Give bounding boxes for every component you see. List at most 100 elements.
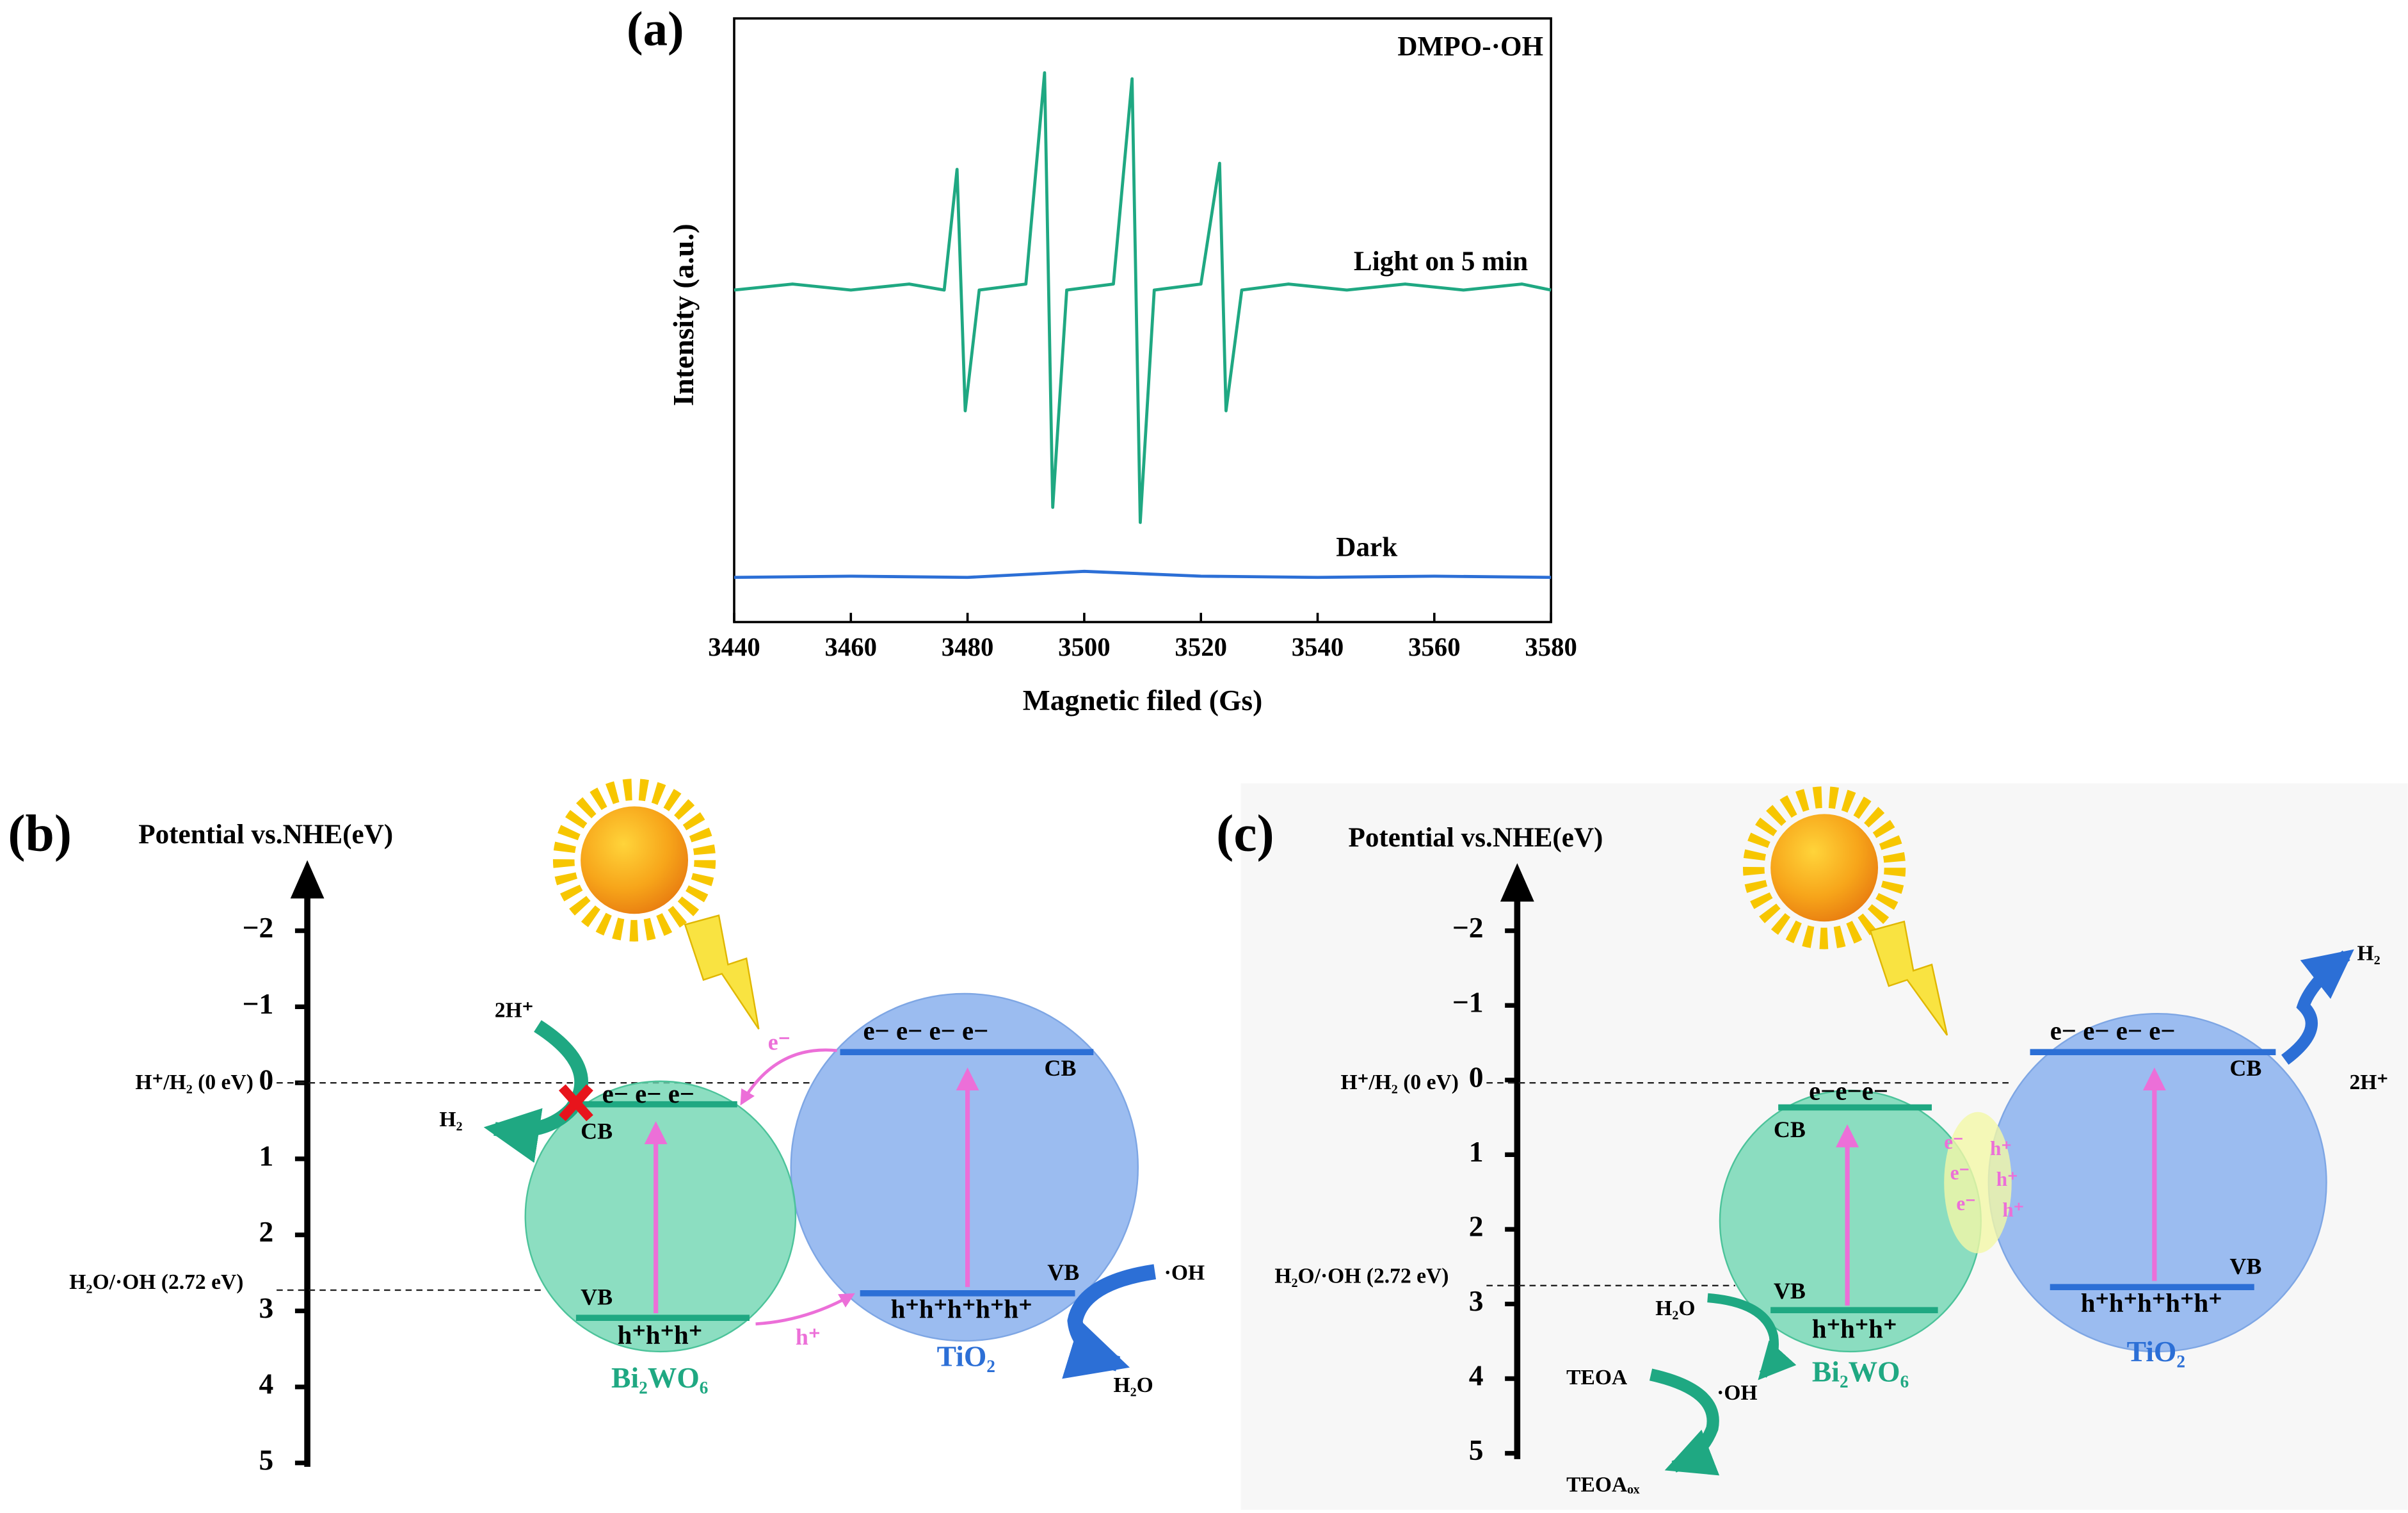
level-label: H⁺/H₂ (0 eV) (135, 1071, 253, 1094)
level-label: H⁺/H₂ (0 eV) (1340, 1071, 1458, 1094)
interface-charge: e⁻ (1944, 1131, 1963, 1153)
band-label: VB (581, 1284, 613, 1310)
panel-b: (b) Potential vs.NHE(eV) −2 −1 0 1 2 3 4 5 H⁺/H… (8, 779, 1205, 1476)
tio2-particle (790, 992, 1139, 1342)
holes: h⁺h⁺h⁺h⁺h⁺ (891, 1295, 1032, 1323)
axis-title: Potential vs.NHE(eV) (1348, 823, 1603, 853)
band-label: VB (2229, 1254, 2261, 1279)
electrons: e− e− e− e− (2050, 1017, 2176, 1046)
axis-tick-label: 3 (259, 1291, 274, 1324)
sun-rays (552, 779, 716, 942)
level-label: H₂O/·OH (2.72 eV) (1274, 1264, 1449, 1288)
reactant: 2H⁺ (495, 998, 534, 1022)
transfer-arrow (755, 1293, 855, 1326)
band-label: CB (1774, 1117, 1806, 1142)
annotation: DMPO-·OH (1397, 32, 1543, 62)
axis-tick-label: −2 (1452, 911, 1484, 944)
axis-tick-label: 5 (1469, 1434, 1484, 1466)
axis-tick-label: 3 (1469, 1284, 1484, 1317)
axis-ticks: −2 −1 0 1 2 3 4 5 (243, 911, 308, 1476)
band-label: CB (1045, 1055, 1077, 1081)
transfer-label: e⁻ (768, 1029, 791, 1055)
axis-tick-label: 4 (259, 1368, 274, 1400)
x-tick-label: 3560 (1408, 633, 1461, 661)
reactant: 2H⁺ (2349, 1071, 2388, 1094)
axis-tick-label: 2 (1469, 1210, 1484, 1242)
series-line (734, 71, 1552, 524)
product: H₂ (439, 1108, 462, 1131)
axis-tick-label: −2 (243, 911, 274, 944)
interface-charge: h⁺ (2002, 1199, 2024, 1221)
axis-tick-label: 5 (259, 1443, 274, 1476)
axis-tick-label: −1 (1452, 986, 1484, 1019)
product: ·OH (1164, 1261, 1205, 1285)
transfer-arrow (740, 1048, 837, 1106)
holes: h⁺h⁺h⁺h⁺h⁺ (2081, 1288, 2222, 1317)
axis-tick-label: 4 (1469, 1359, 1484, 1392)
reaction-arrow (1062, 1264, 1157, 1379)
band-label: CB (581, 1119, 613, 1144)
light-bolt (1869, 920, 1948, 1036)
x-tick-label: 3460 (825, 633, 878, 661)
reactant: H₂O (1655, 1297, 1695, 1320)
reaction-arrow (2281, 949, 2354, 1065)
y-axis-label: Intensity (a.u.) (667, 223, 700, 406)
axis-arrow (1500, 863, 1534, 902)
axis-tick-label: 0 (259, 1064, 274, 1096)
product: ·OH (1717, 1381, 1757, 1405)
bi2wo6-particle (524, 1080, 797, 1353)
holes: h⁺h⁺h⁺ (618, 1321, 703, 1350)
reactant: H₂O (1113, 1373, 1153, 1397)
electrons: e− e− e− (602, 1080, 694, 1108)
material-name: TiO₂ (2127, 1335, 2185, 1368)
band-label: VB (1047, 1259, 1079, 1285)
series-label: Light on 5 min (1354, 247, 1528, 277)
axis-tick-label: 0 (1469, 1060, 1484, 1093)
panel-c: (c) Potential vs.NHE(eV) −2 −1 0 1 2 3 4 5 H⁺/H… (1216, 786, 2388, 1497)
axis-tick-label: 1 (1469, 1135, 1484, 1168)
electrons: e−e−e− (1809, 1076, 1888, 1105)
x-tick-label: 3440 (708, 633, 760, 661)
electrons: e− e− e− e− (863, 1017, 988, 1046)
series-line (734, 569, 1552, 579)
product: H₂ (2357, 942, 2380, 966)
blocked-mark (558, 1084, 593, 1122)
band-label: VB (1774, 1278, 1806, 1304)
panel-label: (b) (8, 804, 72, 862)
material-name: TiO₂ (937, 1339, 995, 1372)
panel-label: (a) (627, 1, 684, 56)
axis-arrow (290, 860, 325, 899)
x-tick-label: 3540 (1292, 633, 1344, 661)
interface-charge: e⁻ (1950, 1161, 1970, 1184)
reactant: TEOA (1566, 1366, 1627, 1389)
level-label: H₂O/·OH (2.72 eV) (69, 1270, 243, 1294)
interface-charge: h⁺ (1996, 1168, 2018, 1190)
band-label: CB (2229, 1055, 2261, 1081)
interface-charges: e⁻ h⁺ e⁻ h⁺ e⁻ h⁺ (1944, 1131, 2024, 1221)
series-label: Dark (1336, 532, 1397, 562)
x-tick-label: 3520 (1175, 633, 1227, 661)
x-tick-label: 3500 (1058, 633, 1111, 661)
product: TEOAₒₓ (1566, 1473, 1640, 1497)
interface-charge: h⁺ (1990, 1137, 2012, 1160)
axis-tick-label: −1 (243, 987, 274, 1020)
material-name: Bi₂WO₆ (611, 1361, 708, 1394)
plot-frame (733, 17, 1552, 624)
sun (581, 806, 689, 914)
axis-ticks: −2 −1 0 1 2 3 4 5 (1452, 911, 1518, 1466)
x-tick-label: 3580 (1525, 633, 1577, 661)
axis-tick-label: 1 (259, 1139, 274, 1172)
x-tick-label: 3480 (942, 633, 994, 661)
panel-label: (c) (1216, 804, 1274, 862)
axis-title: Potential vs.NHE(eV) (138, 820, 393, 850)
reaction-arrow (1707, 1293, 1797, 1380)
reaction-arrow (1649, 1368, 1720, 1476)
x-axis-label: Magnetic filed (Gs) (1023, 684, 1263, 716)
interface (1944, 1112, 2012, 1254)
sun-rays (1742, 786, 1906, 950)
sun (1770, 814, 1879, 922)
interface-charge: e⁻ (1956, 1192, 1975, 1215)
axis-tick-label: 2 (259, 1215, 274, 1248)
